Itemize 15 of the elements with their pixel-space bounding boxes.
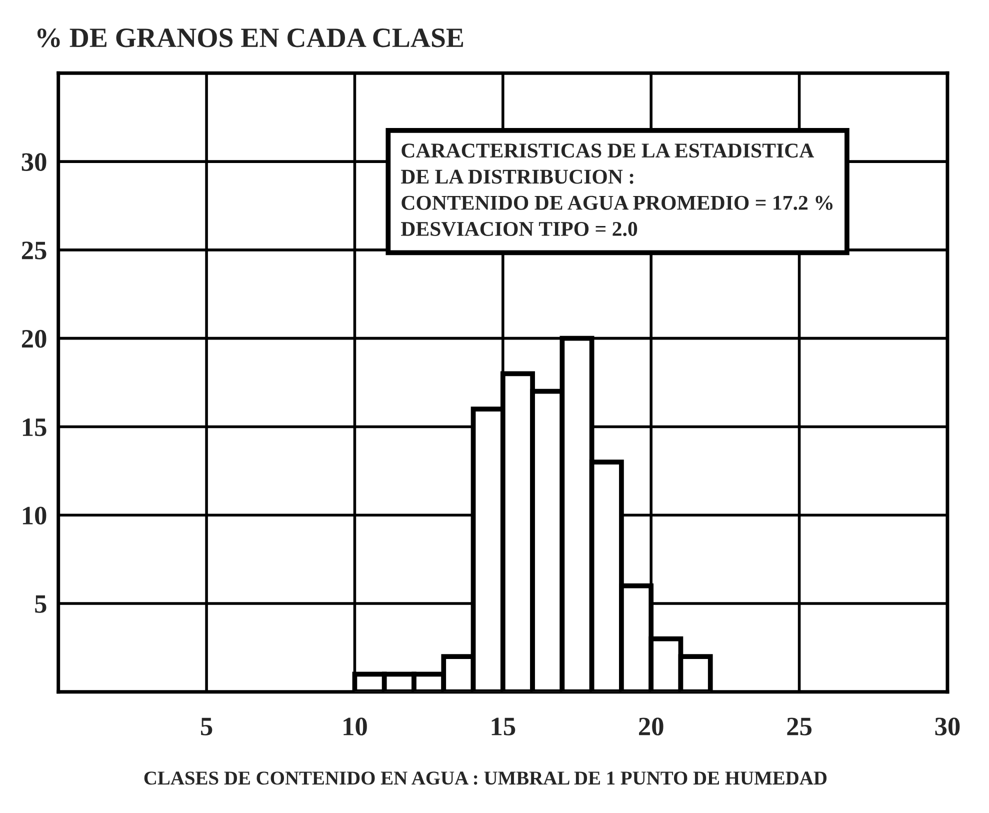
x-tick-label: 10 — [344, 718, 367, 736]
x-axis-title: CLASES DE CONTENIDO EN AGUA : UMBRAL DE 1 PUNTO DE HUMEDAD — [144, 772, 827, 785]
y-tick-label: 20 — [22, 330, 46, 348]
y-tick-label: 25 — [22, 242, 46, 260]
y-axis-title: % DE GRANOS EN CADA CLASE — [37, 28, 464, 48]
x-tick-label: 30 — [935, 718, 960, 736]
annotation: CARACTERISTICAS DE LA ESTADISTICA DE LA DISTRIBUCION : CONTENIDO DE AGUA PROMEDIO = 17.2 % DESVIACION TIPO = 2.0 — [401, 144, 832, 236]
x-tick-label: 15 — [492, 718, 516, 736]
y-tick-label: 5 — [35, 595, 46, 613]
x-tick-label: 25 — [787, 718, 812, 736]
x-tick-label: 20 — [639, 718, 664, 736]
y-tick-label: 30 — [22, 153, 46, 171]
y-tick-label: 15 — [22, 418, 46, 436]
y-tick-label: 10 — [22, 506, 46, 525]
x-tick-label: 5 — [200, 718, 212, 736]
